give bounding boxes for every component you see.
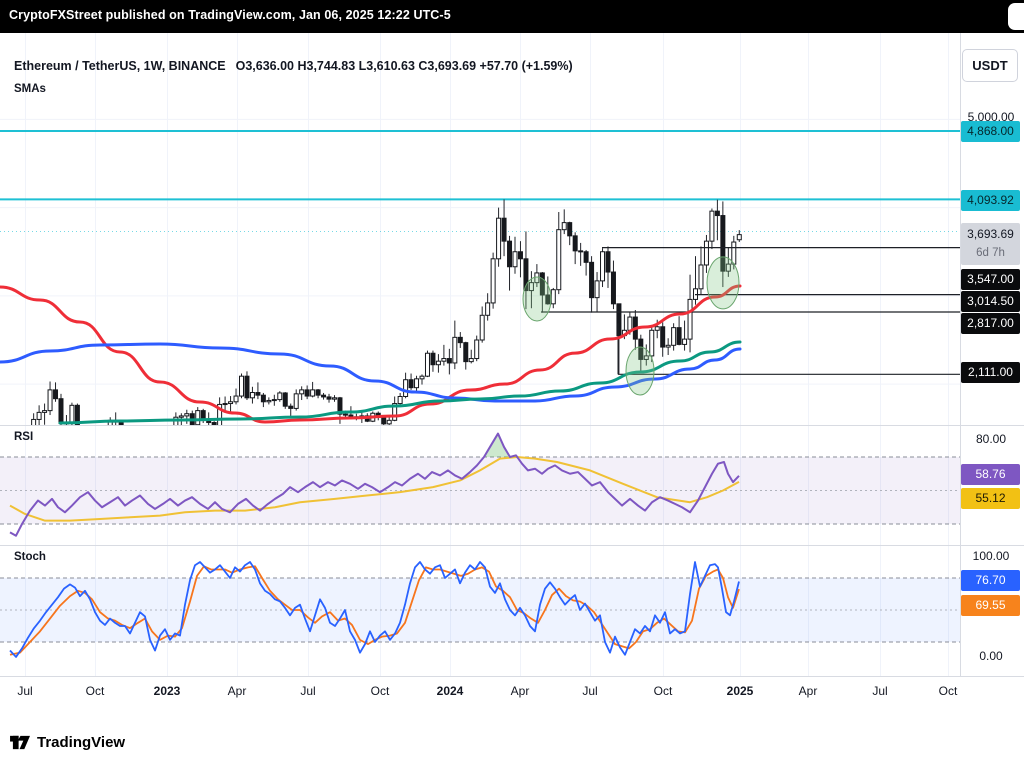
stoch-d-value-badge: 69.55 [961,595,1020,616]
rsi-value-badge: 58.76 [961,464,1020,485]
currency-toggle-button[interactable]: USDT [962,49,1018,82]
time-axis-label: Jul [17,684,33,698]
time-axis-label: Oct [938,684,958,698]
level-badge-2111: 2,111.00 [961,362,1020,383]
time-axis-label: Apr [510,684,530,698]
tradingview-logo-icon [10,735,30,750]
ohlc-values: O3,636.00 H3,744.83 L3,610.63 C3,693.69 … [235,59,573,73]
price-level-badge-4868: 4,868.00 [961,121,1020,142]
time-axis-label: Apr [227,684,247,698]
stoch-axis-100-label: 100.00 [972,549,1010,563]
publish-attribution-text: CryptoFXStreet published on TradingView.… [9,8,451,22]
bar-countdown: 6d 7h [976,247,1005,259]
price-level-badge-4093: 4,093.92 [961,190,1020,211]
time-axis-label: Apr [798,684,818,698]
header-corner-card [1008,3,1024,30]
level-badge-3014: 3,014.50 [961,291,1020,312]
smas-indicator-label[interactable]: SMAs [14,83,46,95]
level-badge-3547: 3,547.00 [961,269,1020,290]
rsi-pane-label[interactable]: RSI [14,431,34,443]
rsi-ma-value-badge: 55.12 [961,488,1020,509]
stoch-k-value-badge: 76.70 [961,570,1020,591]
time-axis[interactable]: Jul Oct 2023 Apr Jul Oct 2024 Apr Jul Oct 2025 Apr J… [0,684,1024,704]
time-axis-label: Jul [300,684,316,698]
time-axis-label: Jul [582,684,598,698]
stoch-pane-label[interactable]: Stoch [14,551,46,563]
chart-legend[interactable]: Ethereum / TetherUS, 1W, BINANCE O3,636.0… [14,59,573,73]
stoch-axis-0-label: 0.00 [979,649,1003,663]
time-axis-label: 2023 [153,684,181,698]
time-axis-label: 2024 [436,684,464,698]
time-axis-label: Jul [872,684,888,698]
rsi-axis-80-label: 80.00 [975,432,1007,446]
time-axis-label: Oct [370,684,390,698]
time-axis-label: 2025 [726,684,754,698]
time-axis-label: Oct [653,684,673,698]
time-axis-label: Oct [85,684,105,698]
last-price-value: 3,693.69 [967,227,1014,241]
publish-header-bar: CryptoFXStreet published on TradingView.… [0,0,1024,33]
tradingview-logo[interactable]: TradingView [10,733,125,752]
tradingview-logo-text: TradingView [37,734,126,751]
symbol-title[interactable]: Ethereum / TetherUS, 1W, BINANCE [14,59,226,73]
level-badge-2817: 2,817.00 [961,313,1020,334]
price-axis-5000-label: 5,000.00 [967,110,1015,124]
last-price-badge: 3,693.69 6d 7h [961,223,1020,265]
